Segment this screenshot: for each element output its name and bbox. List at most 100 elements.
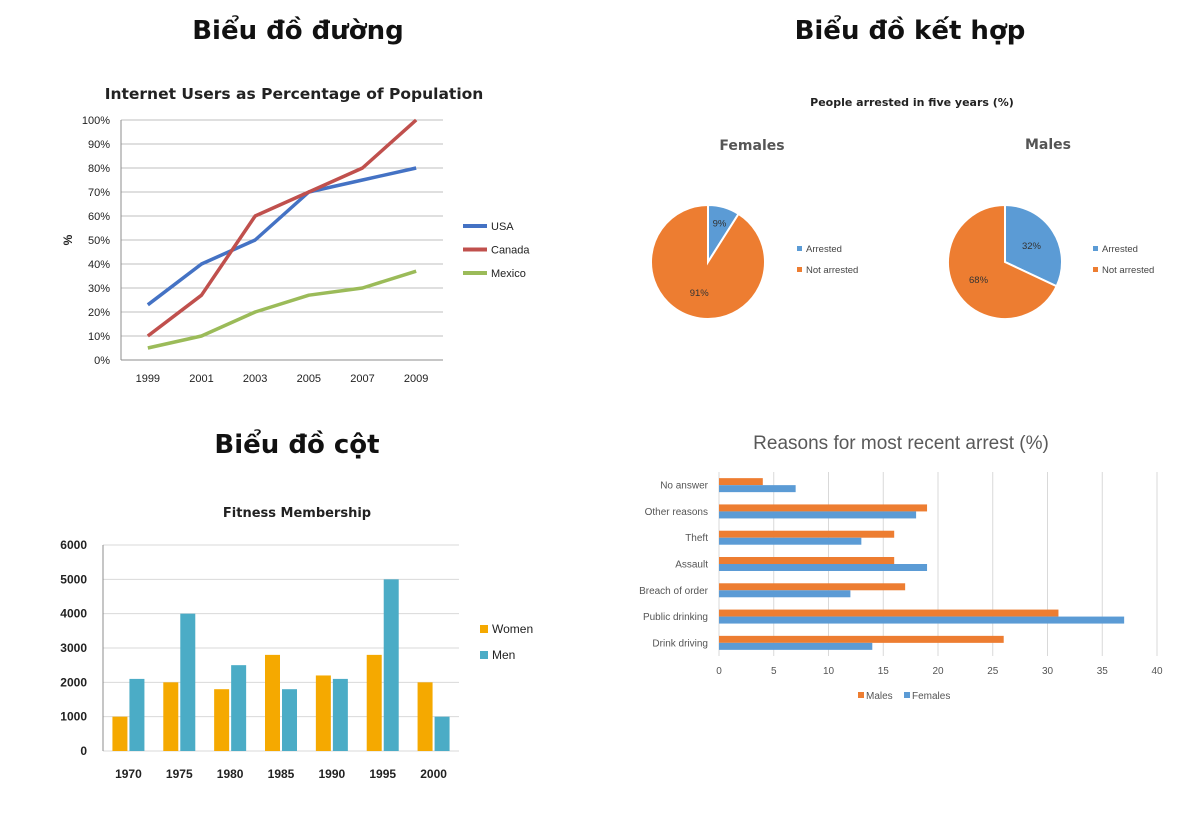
- legend-label-usa: USA: [491, 221, 514, 233]
- hbar-chart-category: No answer: [660, 481, 708, 492]
- hbar-chart-xtick: 20: [932, 666, 944, 677]
- hbar-chart-xtick: 10: [823, 666, 835, 677]
- column-bar-women: [265, 654, 280, 751]
- column-chart-ytick: 0: [80, 744, 87, 758]
- line-chart-ytick: 0%: [94, 355, 110, 367]
- column-bar-men: [332, 678, 348, 751]
- column-bar-men: [282, 689, 297, 751]
- pie-slice-females-not-arrested: [650, 203, 766, 320]
- column-chart-title: Fitness Membership: [223, 506, 371, 521]
- line-series-usa: [146, 166, 417, 307]
- line-chart-xtick: 2005: [297, 373, 321, 385]
- column-chart-ytick: 1000: [60, 710, 87, 724]
- hbar-females: [719, 485, 796, 493]
- line-chart-ytick: 90%: [88, 139, 110, 151]
- column-bar-women: [163, 682, 179, 751]
- line-chart-ytick: 40%: [88, 259, 110, 271]
- pie-data-label: 68%: [969, 275, 989, 286]
- hbar-chart-xtick: 40: [1151, 666, 1163, 677]
- column-chart-ytick: 6000: [60, 538, 87, 552]
- legend-label-canada: Canada: [491, 245, 530, 257]
- hbar-chart-title: Reasons for most recent arrest (%): [753, 433, 1049, 454]
- column-bar-women: [112, 716, 128, 751]
- line-chart-xtick: 1999: [136, 373, 160, 385]
- hbar-females: [719, 511, 917, 519]
- line-chart-xtick: 2001: [189, 373, 213, 385]
- pie-legend-label: Arrested: [806, 244, 842, 255]
- line-chart-ytick: 20%: [88, 307, 110, 319]
- line-chart-ytick: 10%: [88, 331, 110, 343]
- line-chart-xtick: 2009: [404, 373, 428, 385]
- column-legend-label-women: Women: [492, 622, 533, 636]
- hbar-legend-swatch-females: [904, 692, 910, 698]
- column-chart: Fitness Membership 0 1000 2000 3000 4000 5000…: [60, 506, 533, 781]
- hbar-females: [719, 642, 873, 650]
- column-bar-women: [214, 689, 230, 751]
- column-chart-xtick: 1975: [166, 767, 193, 781]
- column-chart-xtick: 1980: [217, 767, 244, 781]
- column-chart-ytick: 5000: [60, 572, 87, 586]
- hbar-chart-category: Drink driving: [652, 638, 708, 649]
- pie-title-females: Females: [719, 138, 784, 154]
- pie-chart-title: People arrested in five years (%): [810, 96, 1014, 109]
- hbar-chart-xtick: 0: [716, 666, 722, 677]
- line-chart-ytick: 70%: [88, 187, 110, 199]
- pie-charts: People arrested in five years (%) Female…: [650, 96, 1154, 320]
- column-chart-ytick: 3000: [60, 641, 87, 655]
- line-chart-ytick: 80%: [88, 163, 110, 175]
- column-legend-label-men: Men: [492, 648, 515, 662]
- pie-legend-swatch: [797, 246, 802, 251]
- column-legend-swatch-men: [480, 651, 488, 659]
- section-title-combo: Biểu đồ kết hợp: [795, 13, 1026, 46]
- pie-slice-males-not-arrested: [947, 203, 1058, 320]
- pie-legend-swatch: [797, 267, 802, 272]
- pie-slice-males-arrested: [1004, 203, 1063, 288]
- column-chart-ytick: 4000: [60, 607, 87, 621]
- column-bar-men: [383, 579, 399, 751]
- column-chart-xtick: 2000: [420, 767, 447, 781]
- line-series-canada: [146, 118, 418, 338]
- pie-legend-swatch: [1093, 246, 1098, 251]
- line-chart-ytick: 60%: [88, 211, 110, 223]
- pie-legend-label: Not arrested: [1102, 265, 1154, 276]
- legend-label-mexico: Mexico: [491, 268, 526, 280]
- column-bar-women: [417, 682, 433, 751]
- line-chart-ytick: 30%: [88, 283, 110, 295]
- column-chart-ytick: 2000: [60, 675, 87, 689]
- hbar-males: [719, 557, 895, 564]
- horizontal-bar-chart: Reasons for most recent arrest (%) 0 5 10 1…: [639, 433, 1163, 702]
- hbar-chart-xtick: 30: [1042, 666, 1054, 677]
- pie-data-label: 9%: [713, 219, 727, 230]
- pie-legend-label: Arrested: [1102, 244, 1138, 255]
- hbar-males: [719, 530, 895, 538]
- hbar-chart-category: Other reasons: [645, 507, 708, 518]
- hbar-females: [719, 590, 851, 598]
- line-chart-ylabel: %: [61, 234, 75, 245]
- column-bar-men: [231, 665, 247, 751]
- line-chart-xtick: 2003: [243, 373, 267, 385]
- hbar-legend-label-females: Females: [912, 691, 950, 702]
- hbar-males: [719, 504, 928, 512]
- hbar-males: [719, 478, 763, 486]
- hbar-chart-xtick: 15: [878, 666, 890, 677]
- line-series-mexico: [147, 269, 417, 350]
- hbar-legend-swatch-males: [858, 692, 864, 698]
- hbar-chart-category: Theft: [685, 533, 708, 544]
- hbar-chart-category: Public drinking: [643, 612, 708, 623]
- hbar-chart-category: Breach of order: [639, 586, 709, 597]
- column-bar-men: [434, 716, 450, 751]
- section-title-line: Biểu đồ đường: [192, 13, 404, 46]
- line-chart-ytick: 50%: [88, 235, 110, 247]
- pie-data-label: 91%: [690, 288, 710, 299]
- column-bar-women: [366, 654, 382, 751]
- hbar-females: [719, 616, 1125, 624]
- pie-legend-swatch: [1093, 267, 1098, 272]
- section-title-column: Biểu đồ cột: [214, 427, 379, 460]
- hbar-chart-xtick: 35: [1097, 666, 1109, 677]
- column-bar-men: [129, 678, 145, 751]
- hbar-chart-xtick: 25: [987, 666, 999, 677]
- hbar-females: [719, 564, 928, 571]
- hbar-legend-label-males: Males: [866, 691, 893, 702]
- pie-legend-label: Not arrested: [806, 265, 858, 276]
